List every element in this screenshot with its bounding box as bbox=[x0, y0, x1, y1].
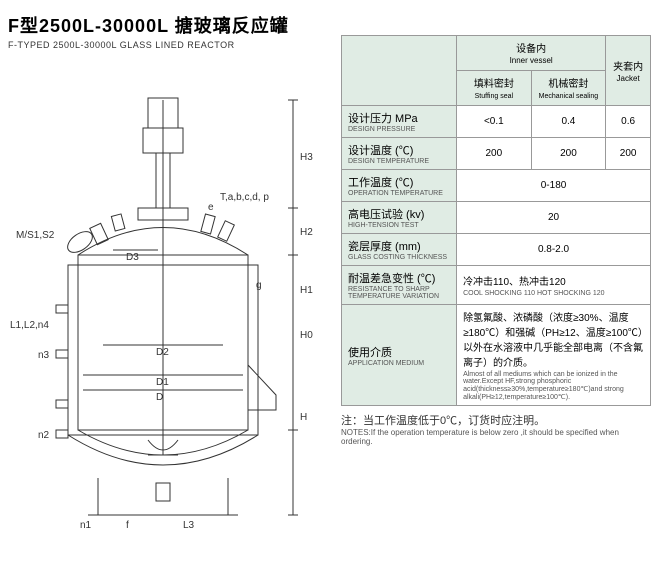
svg-text:D2: D2 bbox=[156, 347, 169, 358]
hdr-mech-en: Mechanical sealing bbox=[539, 93, 599, 100]
svg-text:H3: H3 bbox=[300, 152, 313, 163]
svg-text:L1,L2,n4: L1,L2,n4 bbox=[10, 320, 49, 331]
cell: 0.6 bbox=[606, 106, 651, 138]
svg-text:T,a,b,c,d, p: T,a,b,c,d, p bbox=[220, 192, 269, 203]
row-label: 耐温差急变性 (℃)RESISTANCE TO SHARP TEMPERATUR… bbox=[342, 266, 457, 305]
notes-cn: 注：当工作温度低于0℃，订货时应注明。 bbox=[341, 412, 651, 428]
svg-text:D: D bbox=[156, 392, 163, 403]
svg-text:f: f bbox=[126, 520, 129, 531]
cell-span: 除氢氟酸、浓磷酸（浓度≥30%、温度≥180℃）和强碱（PH≥12、温度≥100… bbox=[457, 305, 651, 406]
row-label: 使用介质APPLICATION MEDIUM bbox=[342, 305, 457, 406]
spec-table: 设备内 Inner vessel 夹套内 Jacket 填料密封 Stuffin… bbox=[341, 35, 651, 406]
svg-text:H1: H1 bbox=[300, 285, 313, 296]
cell: 0.4 bbox=[531, 106, 606, 138]
svg-text:g: g bbox=[256, 280, 262, 291]
hdr-inner-cn: 设备内 bbox=[516, 44, 546, 55]
hdr-jacket-cn: 夹套内 bbox=[613, 62, 643, 73]
svg-text:H0: H0 bbox=[300, 330, 313, 341]
hdr-inner-en: Inner vessel bbox=[510, 56, 553, 65]
title-cn: F型2500L-30000L 搪玻璃反应罐 bbox=[8, 12, 329, 38]
svg-text:n2: n2 bbox=[38, 430, 50, 441]
row-label: 设计温度 (℃)DESIGN TEMPERATURE bbox=[342, 138, 457, 170]
row-label: 高电压试验 (kv)HIGH-TENSION TEST bbox=[342, 202, 457, 234]
hdr-stuff-cn: 填料密封 bbox=[474, 79, 514, 90]
cell: 200 bbox=[457, 138, 532, 170]
row-label: 瓷层厚度 (mm)GLASS COSTING THICKNESS bbox=[342, 234, 457, 266]
svg-text:D1: D1 bbox=[156, 377, 169, 388]
svg-text:H: H bbox=[300, 412, 307, 423]
cell: 200 bbox=[606, 138, 651, 170]
cell-span: 0-180 bbox=[457, 170, 651, 202]
hdr-mech-cn: 机械密封 bbox=[548, 79, 588, 90]
cell: <0.1 bbox=[457, 106, 532, 138]
cell: 200 bbox=[531, 138, 606, 170]
cell-span: 冷冲击110、热冲击120COOL SHOCKING 110 HOT SHOCK… bbox=[457, 266, 651, 305]
notes-en: NOTES:If the operation temperature is be… bbox=[341, 428, 651, 446]
svg-text:D3: D3 bbox=[126, 252, 139, 263]
hdr-jacket-en: Jacket bbox=[617, 74, 640, 83]
svg-text:L3: L3 bbox=[183, 520, 195, 531]
row-label: 设计压力 MPaDESIGN PRESSURE bbox=[342, 106, 457, 138]
table-body: 设计压力 MPaDESIGN PRESSURE<0.10.40.6 设计温度 (℃… bbox=[342, 106, 651, 406]
reactor-diagram: M/S1,S2 L1,L2,n4 n3 n2 n1 f L3 D D1 D2 D… bbox=[8, 60, 328, 560]
hdr-stuff-en: Stuffing seal bbox=[475, 93, 513, 100]
right-panel: 设备内 Inner vessel 夹套内 Jacket 填料密封 Stuffin… bbox=[337, 0, 659, 575]
title-en: F-TYPED 2500L-30000L GLASS LINED REACTOR bbox=[8, 40, 329, 50]
svg-text:n3: n3 bbox=[38, 350, 50, 361]
svg-text:M/S1,S2: M/S1,S2 bbox=[16, 230, 55, 241]
notes: 注：当工作温度低于0℃，订货时应注明。 NOTES:If the operati… bbox=[341, 412, 651, 446]
svg-text:n1: n1 bbox=[80, 520, 92, 531]
cell-span: 0.8-2.0 bbox=[457, 234, 651, 266]
left-panel: F型2500L-30000L 搪玻璃反应罐 F-TYPED 2500L-3000… bbox=[0, 0, 337, 575]
row-label: 工作温度 (℃)OPERATION TEMPERATURE bbox=[342, 170, 457, 202]
cell-span: 20 bbox=[457, 202, 651, 234]
svg-text:e: e bbox=[208, 202, 214, 213]
svg-text:H2: H2 bbox=[300, 227, 313, 238]
